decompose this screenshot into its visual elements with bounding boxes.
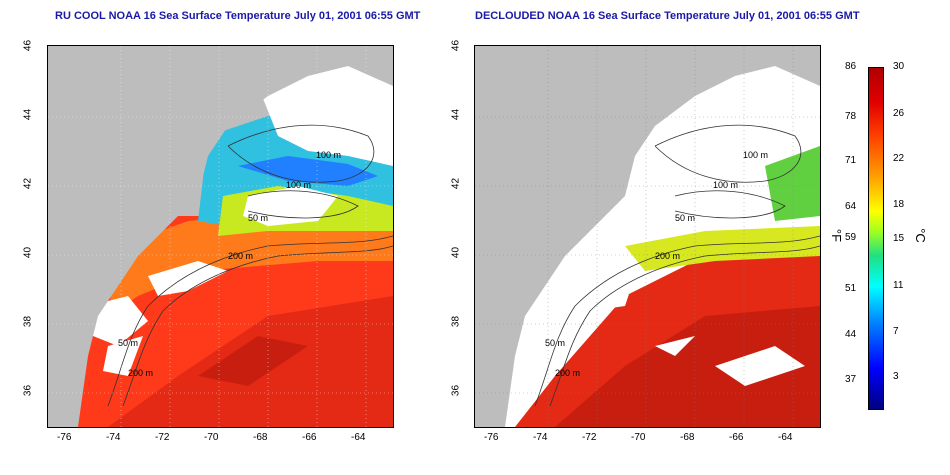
celsius-tick: 15	[893, 233, 905, 244]
lon-tick: -70	[631, 432, 646, 443]
celsius-tick: 3	[893, 371, 899, 382]
celsius-tick: 22	[893, 153, 905, 164]
contour-label-100m-a: 100 m	[316, 150, 341, 160]
contour-label-200m-b: 200 m	[555, 368, 580, 378]
lat-tick: 36	[450, 384, 462, 397]
celsius-tick: 18	[893, 199, 905, 210]
lon-tick: -76	[57, 432, 72, 443]
lon-tick: -74	[533, 432, 548, 443]
contour-label-200m-a: 200 m	[228, 251, 253, 261]
fahrenheit-tick: 44	[845, 329, 857, 340]
contour-label-50m-a: 50 m	[248, 213, 268, 223]
celsius-tick: 7	[893, 326, 899, 337]
lat-tick: 40	[22, 246, 34, 259]
lon-tick: -66	[302, 432, 317, 443]
fahrenheit-tick: 64	[845, 201, 857, 212]
contour-label-100m-a: 100 m	[743, 150, 768, 160]
celsius-tick: 26	[893, 108, 905, 119]
sst-map-raw: 100 m 100 m 50 m 50 m 200 m 200 m	[47, 45, 394, 428]
fahrenheit-unit-label: °F	[829, 228, 845, 243]
lat-tick: 40	[450, 246, 462, 259]
contour-label-200m-b: 200 m	[128, 368, 153, 378]
contour-label-100m-b: 100 m	[713, 180, 738, 190]
lat-tick: 36	[22, 384, 34, 397]
lon-tick: -66	[729, 432, 744, 443]
fahrenheit-tick: 37	[845, 374, 857, 385]
lat-tick: 38	[450, 315, 462, 328]
lat-tick: 38	[22, 315, 34, 328]
temperature-colorbar	[868, 67, 884, 410]
lat-tick: 46	[22, 39, 34, 52]
lon-tick: -68	[680, 432, 695, 443]
lon-tick: -70	[204, 432, 219, 443]
contour-label-50m-b: 50 m	[545, 338, 565, 348]
celsius-unit-label: °C	[912, 228, 928, 243]
fahrenheit-tick: 78	[845, 111, 857, 122]
lat-tick: 46	[450, 39, 462, 52]
lon-tick: -64	[778, 432, 793, 443]
lon-tick: -72	[582, 432, 597, 443]
lon-tick: -64	[351, 432, 366, 443]
contour-label-100m-b: 100 m	[286, 180, 311, 190]
lon-tick: -74	[106, 432, 121, 443]
lon-tick: -68	[253, 432, 268, 443]
fahrenheit-tick: 71	[845, 155, 857, 166]
sst-map-raw-graphic: 100 m 100 m 50 m 50 m 200 m 200 m	[48, 46, 393, 427]
fahrenheit-tick: 59	[845, 232, 857, 243]
lat-tick: 44	[22, 108, 34, 121]
contour-label-200m-a: 200 m	[655, 251, 680, 261]
fahrenheit-tick: 51	[845, 283, 857, 294]
lat-tick: 42	[450, 177, 462, 190]
sst-map-declouded: 100 m 100 m 50 m 50 m 200 m 200 m	[474, 45, 821, 428]
lon-tick: -76	[484, 432, 499, 443]
lon-tick: -72	[155, 432, 170, 443]
contour-label-50m-a: 50 m	[675, 213, 695, 223]
fahrenheit-tick: 86	[845, 61, 857, 72]
title-left: RU COOL NOAA 16 Sea Surface Temperature …	[55, 10, 421, 22]
lat-tick: 42	[22, 177, 34, 190]
title-right: DECLOUDED NOAA 16 Sea Surface Temperatur…	[475, 10, 860, 22]
lat-tick: 44	[450, 108, 462, 121]
contour-label-50m-b: 50 m	[118, 338, 138, 348]
celsius-tick: 30	[893, 61, 905, 72]
sst-map-declouded-graphic: 100 m 100 m 50 m 50 m 200 m 200 m	[475, 46, 820, 427]
celsius-tick: 11	[893, 280, 904, 291]
